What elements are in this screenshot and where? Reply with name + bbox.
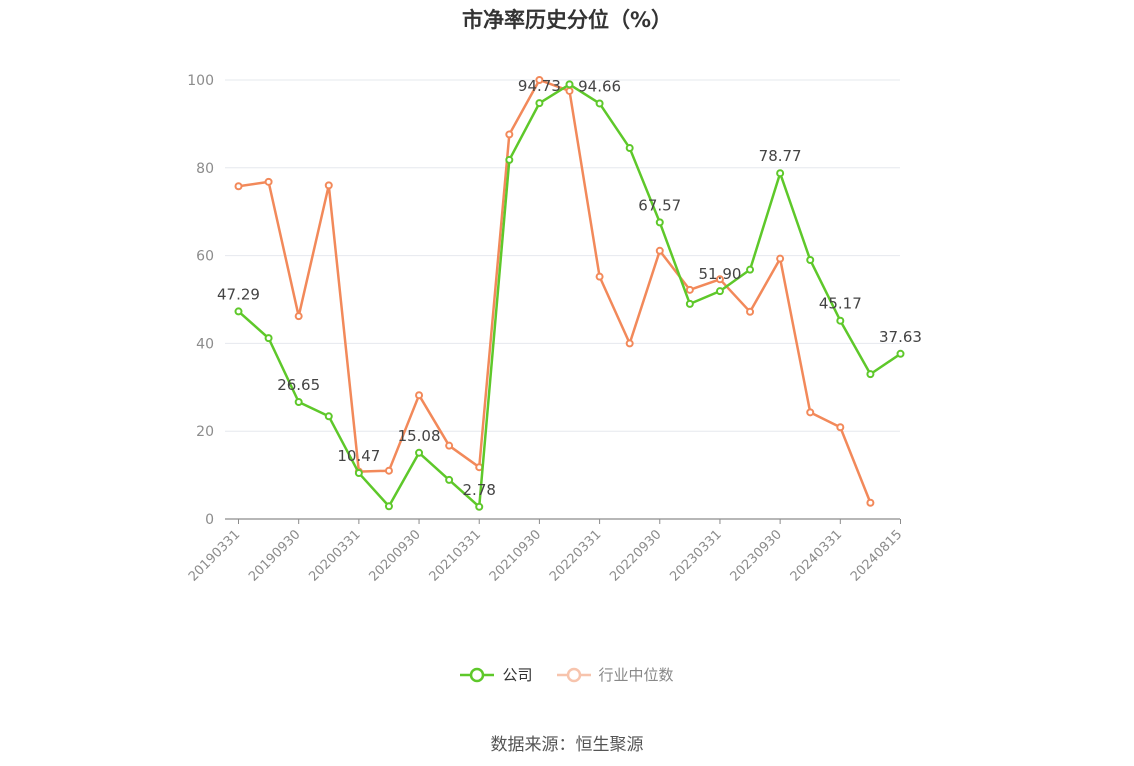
data-label: 37.63: [879, 328, 922, 346]
data-point-industry: [625, 339, 634, 348]
data-label: 10.47: [337, 447, 380, 465]
data-point-industry: [415, 391, 424, 400]
data-point-company: [505, 155, 514, 164]
x-tick-label: 20240331: [788, 527, 845, 584]
legend-item-industry[interactable]: 行业中位数: [556, 664, 674, 685]
data-point-industry: [746, 307, 755, 316]
data-point-company: [776, 169, 785, 178]
data-point-company: [234, 307, 243, 316]
x-tick-label: 20210930: [487, 527, 544, 584]
data-label: 15.08: [398, 427, 441, 445]
data-point-industry: [685, 285, 694, 294]
data-point-industry: [806, 408, 815, 417]
data-label: 78.77: [759, 147, 802, 165]
data-point-industry: [535, 76, 544, 84]
data-point-company: [565, 80, 574, 89]
data-point-industry: [595, 272, 604, 281]
legend-item-company[interactable]: 公司: [460, 664, 533, 685]
legend-swatch-company: [460, 667, 495, 682]
x-tick-label: 20240815: [848, 527, 905, 584]
x-tick-label: 20210331: [427, 527, 484, 584]
data-source: 数据来源：恒生聚源: [490, 735, 644, 755]
data-point-company: [836, 316, 845, 325]
data-label: 67.57: [638, 196, 681, 214]
x-tick-label: 20230930: [728, 527, 785, 584]
x-tick-label: 20190930: [246, 527, 303, 584]
data-point-company: [475, 502, 484, 511]
data-point-company: [535, 99, 544, 108]
data-point-industry: [294, 312, 303, 321]
x-tick-label: 20220930: [607, 527, 664, 584]
data-point-industry: [565, 86, 574, 95]
data-point-industry: [445, 441, 454, 450]
data-point-company: [324, 412, 333, 421]
data-point-company: [896, 349, 905, 358]
data-point-company: [264, 334, 273, 343]
y-tick-label: 80: [196, 161, 214, 177]
data-point-industry: [234, 182, 243, 191]
x-tick-label: 20190331: [186, 527, 243, 584]
data-point-company: [685, 299, 694, 308]
data-label: 94.66: [578, 77, 621, 95]
legend-label-industry: 行业中位数: [598, 666, 674, 684]
data-point-company: [294, 398, 303, 407]
data-label: 45.17: [819, 295, 862, 313]
data-point-company: [715, 287, 724, 296]
data-point-industry: [324, 181, 333, 190]
data-point-industry: [264, 177, 273, 186]
series-line-industry: [238, 78, 872, 504]
data-point-industry: [505, 130, 514, 139]
data-label: 94.73: [518, 77, 561, 95]
data-point-company: [384, 502, 393, 511]
y-tick-label: 40: [196, 336, 214, 352]
data-point-company: [806, 255, 815, 264]
x-tick-label: 20200930: [366, 527, 423, 584]
data-point-industry: [384, 466, 393, 475]
data-label: 51.90: [698, 265, 741, 283]
data-label: 2.78: [463, 481, 496, 499]
x-tick-label: 20230331: [667, 527, 724, 584]
legend-label-company: 公司: [502, 666, 533, 684]
data-label: 26.65: [277, 376, 320, 394]
x-tick-label: 20200331: [306, 527, 363, 584]
data-point-company: [746, 265, 755, 274]
data-point-company: [595, 99, 604, 108]
y-tick-label: 0: [205, 512, 214, 528]
y-tick-label: 60: [196, 249, 214, 265]
data-point-industry: [776, 254, 785, 263]
x-tick-label: 20220331: [547, 527, 604, 584]
data-point-company: [866, 370, 875, 379]
data-point-industry: [866, 498, 875, 507]
data-point-company: [655, 218, 664, 227]
legend: 公司 行业中位数: [0, 664, 1134, 685]
y-tick-label: 20: [196, 424, 214, 440]
data-point-industry: [655, 246, 664, 255]
data-point-company: [415, 448, 424, 457]
data-point-company: [354, 469, 363, 478]
chart-title: 市净率历史分位（%）: [461, 8, 673, 32]
legend-swatch-industry: [556, 667, 591, 682]
data-point-industry: [715, 275, 724, 284]
y-tick-label: 100: [187, 73, 214, 89]
data-point-company: [625, 144, 634, 153]
data-label: 47.29: [217, 285, 260, 303]
data-point-industry: [836, 423, 845, 432]
data-point-company: [445, 475, 454, 484]
